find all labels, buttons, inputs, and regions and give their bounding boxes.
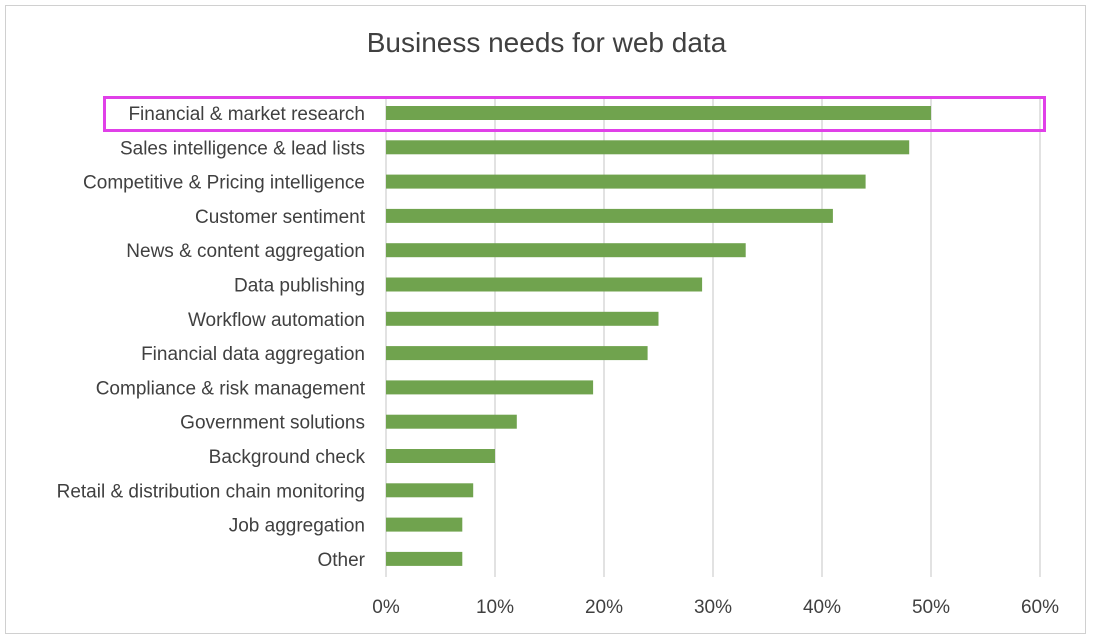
category-label: Other — [317, 550, 365, 571]
bar — [386, 277, 703, 292]
chart-title: Business needs for web data — [366, 27, 727, 58]
category-label: Data publishing — [234, 276, 365, 297]
bar — [386, 140, 910, 155]
category-label: Government solutions — [180, 413, 365, 434]
category-label: Financial data aggregation — [141, 344, 365, 365]
category-label: Customer sentiment — [195, 207, 366, 228]
bar — [386, 380, 594, 395]
bar — [386, 106, 931, 120]
x-tick-label: 20% — [585, 597, 623, 618]
bar — [386, 174, 866, 189]
x-tick-label: 30% — [694, 597, 732, 618]
category-label: Competitive & Pricing intelligence — [83, 173, 365, 194]
category-label: Retail & distribution chain monitoring — [57, 481, 365, 502]
bar — [386, 483, 474, 498]
bar — [386, 551, 463, 566]
highlight-box — [103, 96, 1046, 132]
bar — [386, 311, 659, 326]
bar — [386, 346, 648, 361]
bar — [386, 208, 833, 223]
bar — [386, 517, 463, 532]
category-label: Financial & market research — [128, 104, 365, 125]
category-label: Background check — [209, 447, 366, 468]
x-tick-label: 60% — [1021, 597, 1059, 618]
category-label: News & content aggregation — [126, 241, 365, 262]
bar — [386, 449, 495, 463]
x-tick-label: 10% — [476, 597, 514, 618]
category-label: Sales intelligence & lead lists — [120, 138, 365, 159]
x-tick-label: 0% — [372, 597, 400, 618]
x-tick-label: 50% — [912, 597, 950, 618]
category-label: Job aggregation — [229, 516, 365, 537]
category-label: Compliance & risk management — [96, 378, 366, 399]
bar — [386, 414, 517, 429]
category-label: Workflow automation — [188, 310, 365, 331]
chart-frame — [5, 5, 1086, 634]
x-tick-label: 40% — [803, 597, 841, 618]
bar — [386, 243, 746, 258]
